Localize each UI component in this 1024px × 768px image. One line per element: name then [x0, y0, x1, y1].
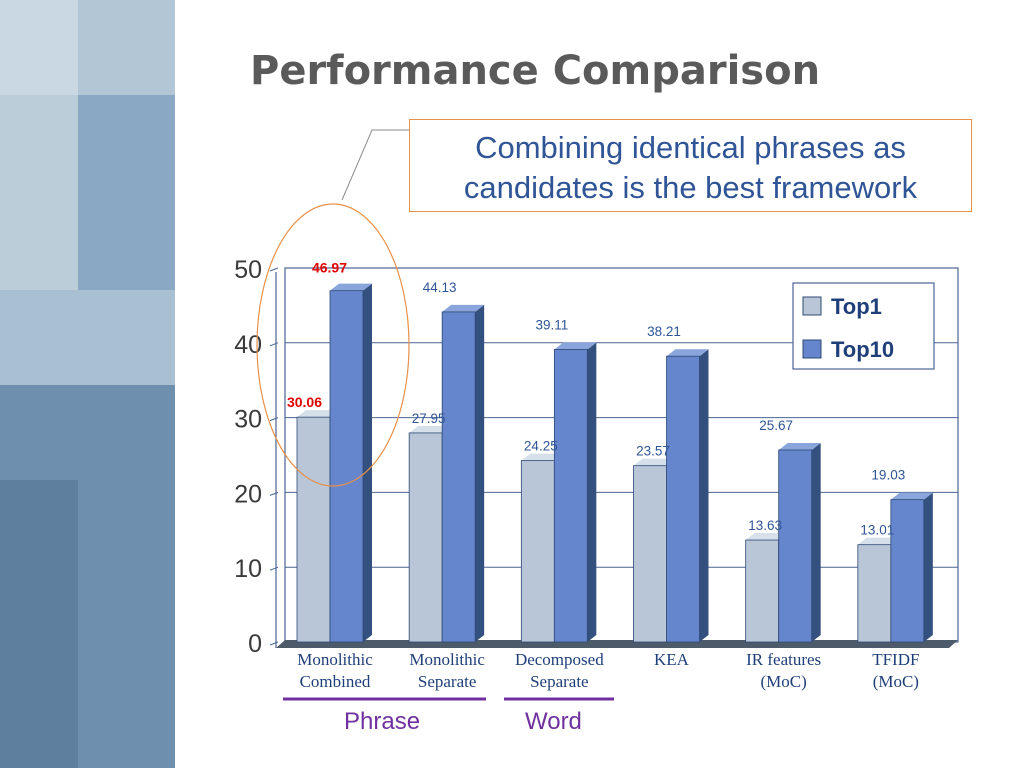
bar-top10-side-1 [475, 304, 485, 642]
data-label-top10-1: 44.13 [423, 280, 457, 295]
callout-line-1: Combining identical phrases as [475, 130, 906, 165]
page-title: Performance Comparison [250, 48, 821, 94]
group-label-phrase: Phrase [344, 708, 421, 735]
y-tick-mark-20 [269, 491, 279, 496]
data-label-top1-0: 30.06 [287, 394, 322, 410]
bar-top10-side-3 [699, 349, 709, 642]
x-tick-label-1-0: Monolithic [409, 650, 485, 669]
bar-top10-top-5 [890, 492, 933, 500]
y-tick-label-20: 20 [234, 480, 262, 508]
bar-top10-5 [890, 499, 925, 643]
bar-top10-side-5 [923, 492, 933, 642]
decorative-side-band [0, 0, 175, 768]
legend-swatch-top10 [802, 339, 822, 359]
bar-top1-5 [857, 544, 892, 643]
bar-top10-top-3 [666, 349, 709, 357]
y-tick-label-40: 40 [234, 331, 262, 359]
bar-top10-side-4 [811, 442, 821, 642]
data-labels: 30.06 46.97 27.95 44.13 24.25 39.11 23.57 38.21… [287, 260, 905, 538]
bar-top1-3 [633, 465, 667, 643]
x-tick-label-4-0: IR features [746, 650, 821, 669]
y-tick-mark-50 [269, 267, 279, 272]
chart-floor [276, 640, 958, 648]
x-tick-label-3-0: KEA [654, 650, 690, 669]
group-label-word: Word [525, 708, 582, 735]
chart-legend: Top1 Top10 [792, 282, 935, 370]
y-tick-mark-30 [269, 417, 279, 422]
legend-label-top1: Top1 [831, 294, 882, 319]
annotations [256, 129, 614, 701]
bar-top1-top-3 [633, 458, 676, 466]
x-tick-label-5-1: (MoC) [873, 672, 919, 691]
bar-top1-top-2 [521, 453, 564, 461]
y-tick-mark-10 [269, 566, 279, 571]
bar-top10-top-1 [442, 304, 485, 312]
y-tick-mark-0 [269, 641, 279, 646]
data-label-top10-0: 46.97 [312, 260, 347, 276]
x-tick-label-0-1: Combined [300, 672, 371, 691]
y-tick-label-0: 0 [248, 630, 262, 658]
bar-top1-0 [296, 416, 331, 643]
bar-top1-1 [408, 432, 443, 643]
callout-connector [341, 129, 409, 201]
x-tick-label-4-1: (MoC) [761, 672, 807, 691]
highlight-ellipse [256, 203, 410, 487]
bar-top1-top-1 [409, 425, 452, 433]
y-tick-mark-40 [269, 342, 279, 347]
x-tick-label-5-0: TFIDF [872, 650, 919, 669]
x-tick-label-2-1: Separate [530, 672, 589, 691]
bar-top10-4 [778, 449, 813, 643]
bar-top10-1 [441, 311, 476, 643]
legend-swatch-top1 [802, 296, 822, 316]
bar-top10-top-0 [330, 283, 372, 291]
data-label-top1-5: 13.01 [860, 523, 894, 538]
bar-top1-top-5 [857, 537, 900, 545]
callout-line-2: candidates is the best framework [463, 170, 918, 205]
data-label-top10-4: 25.67 [759, 418, 793, 433]
data-label-top1-1: 27.95 [412, 411, 446, 426]
bar-top10-top-4 [778, 442, 821, 450]
data-label-top10-3: 38.21 [647, 324, 681, 339]
y-tick-label-50: 50 [234, 256, 262, 284]
chart-bars [296, 283, 933, 643]
bar-top1-2 [520, 460, 555, 643]
bar-top10-side-2 [587, 342, 597, 642]
data-label-top10-5: 19.03 [871, 468, 905, 483]
data-label-top1-2: 24.25 [524, 439, 558, 454]
data-label-top1-4: 13.63 [748, 518, 782, 533]
callout-box: Combining identical phrases as candidate… [409, 119, 972, 212]
data-label-top1-3: 23.57 [636, 444, 670, 459]
bar-top1-4 [745, 539, 780, 643]
legend-label-top10: Top10 [831, 337, 894, 362]
bar-top10-0 [329, 290, 364, 643]
bar-top10-top-2 [554, 342, 597, 350]
x-tick-label-2-0: Decomposed [515, 650, 604, 669]
bar-top1-top-4 [745, 533, 788, 541]
data-label-top10-2: 39.11 [535, 317, 568, 332]
x-tick-label-0-0: Monolithic [297, 650, 373, 669]
bar-top10-side-0 [363, 283, 372, 642]
x-tick-label-1-1: Separate [418, 672, 477, 691]
x-tick-labels: Monolithic Combined Monolithic Separate Deco… [297, 650, 919, 691]
y-tick-label-30: 30 [234, 406, 262, 434]
y-tick-labels: 0 10 20 30 40 50 [234, 256, 262, 658]
bar-top1-top-0 [297, 410, 339, 418]
bar-top10-2 [553, 349, 588, 643]
bar-top10-3 [666, 355, 700, 643]
y-tick-label-10: 10 [234, 555, 262, 583]
